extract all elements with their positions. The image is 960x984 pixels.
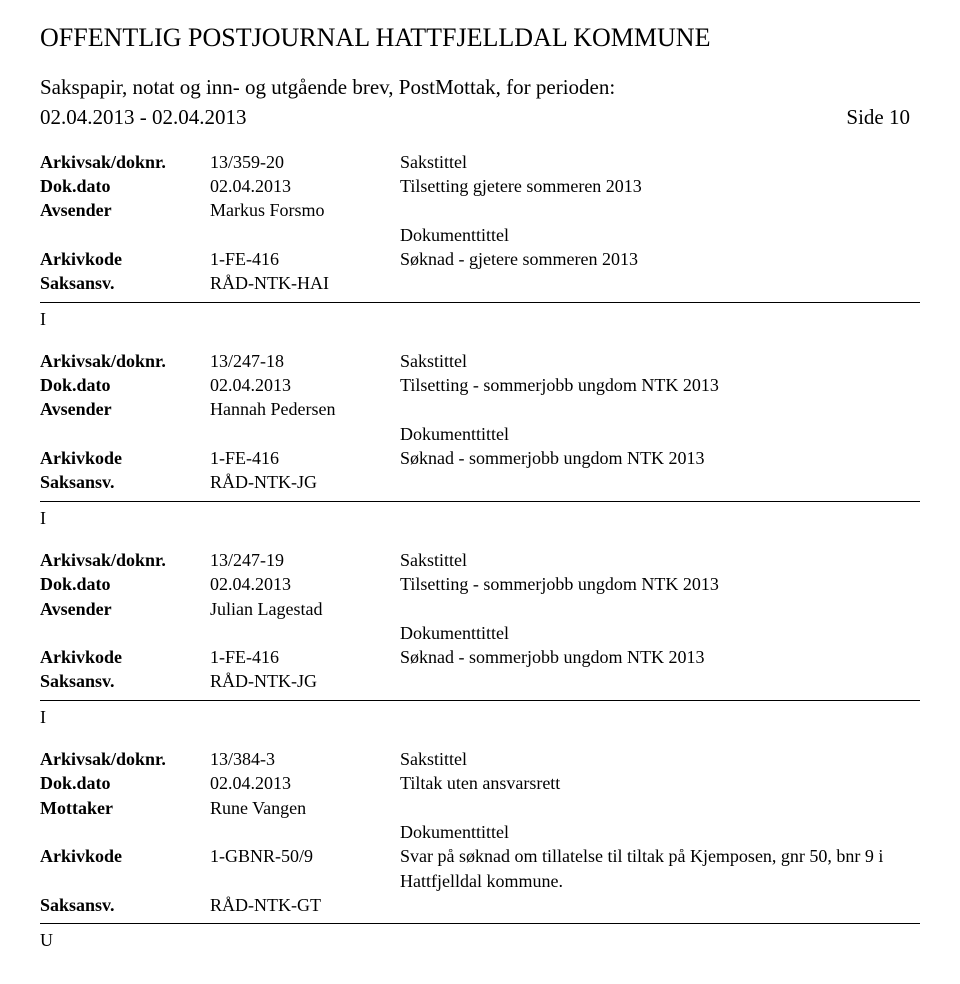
- dokumenttittel-label: Dokumenttittel: [400, 820, 509, 844]
- divider: [40, 302, 920, 303]
- person-value: Julian Lagestad: [210, 597, 400, 621]
- period-range: 02.04.2013 - 02.04.2013: [40, 103, 247, 131]
- person-label: Mottaker: [40, 796, 210, 820]
- dokumenttittel-label: Dokumenttittel: [400, 621, 509, 645]
- doktittel-value: Svar på søknad om tillatelse til tiltak …: [400, 844, 920, 893]
- sakstittel-label: Sakstittel: [400, 747, 920, 771]
- empty: [400, 397, 920, 421]
- doktittel-value: Søknad - sommerjobb ungdom NTK 2013: [400, 645, 920, 669]
- saksansv-value: RÅD-NTK-JG: [210, 470, 400, 494]
- arkivsak-label: Arkivsak/doknr.: [40, 150, 210, 174]
- record: Arkivsak/doknr.13/359-20Sakstittel Dok.da…: [40, 150, 920, 331]
- arkivsak-value: 13/247-18: [210, 349, 400, 373]
- saksansv-value: RÅD-NTK-GT: [210, 893, 400, 917]
- doktittel-value: Søknad - gjetere sommeren 2013: [400, 247, 920, 271]
- sakstittel-value: Tilsetting - sommerjobb ungdom NTK 2013: [400, 572, 920, 596]
- dokdato-label: Dok.dato: [40, 771, 210, 795]
- dokumenttittel-label: Dokumenttittel: [400, 223, 509, 247]
- empty: [400, 271, 920, 295]
- arkivsak-value: 13/247-19: [210, 548, 400, 572]
- empty: [400, 893, 920, 917]
- person-value: Markus Forsmo: [210, 198, 400, 222]
- person-label: Avsender: [40, 198, 210, 222]
- saksansv-label: Saksansv.: [40, 893, 210, 917]
- empty: [400, 669, 920, 693]
- arkivkode-label: Arkivkode: [40, 446, 210, 470]
- arkivkode-label: Arkivkode: [40, 844, 210, 893]
- arkivsak-value: 13/384-3: [210, 747, 400, 771]
- page-number: Side 10: [846, 103, 910, 131]
- records-container: Arkivsak/doknr.13/359-20SakstittelDok.da…: [40, 150, 920, 953]
- page-title: OFFENTLIG POSTJOURNAL HATTFJELLDAL KOMMU…: [40, 20, 920, 55]
- sakstittel-label: Sakstittel: [400, 150, 920, 174]
- saksansv-value: RÅD-NTK-JG: [210, 669, 400, 693]
- dokdato-value: 02.04.2013: [210, 572, 400, 596]
- person-value: Hannah Pedersen: [210, 397, 400, 421]
- arkivkode-label: Arkivkode: [40, 645, 210, 669]
- empty: [400, 198, 920, 222]
- arkivkode-value: 1-FE-416: [210, 247, 400, 271]
- sakstittel-value: Tilsetting gjetere sommeren 2013: [400, 174, 920, 198]
- sakstittel-label: Sakstittel: [400, 548, 920, 572]
- arkivkode-value: 1-FE-416: [210, 446, 400, 470]
- record-type: I: [40, 307, 920, 331]
- person-value: Rune Vangen: [210, 796, 400, 820]
- sakstittel-value: Tilsetting - sommerjobb ungdom NTK 2013: [400, 373, 920, 397]
- sakstittel-label: Sakstittel: [400, 349, 920, 373]
- dokdato-value: 02.04.2013: [210, 771, 400, 795]
- divider: [40, 700, 920, 701]
- record-type: I: [40, 705, 920, 729]
- saksansv-label: Saksansv.: [40, 271, 210, 295]
- saksansv-value: RÅD-NTK-HAI: [210, 271, 400, 295]
- page-subtitle: Sakspapir, notat og inn- og utgående bre…: [40, 73, 920, 101]
- dokdato-value: 02.04.2013: [210, 174, 400, 198]
- arkivkode-value: 1-FE-416: [210, 645, 400, 669]
- empty: [400, 597, 920, 621]
- empty: [400, 470, 920, 494]
- dokdato-label: Dok.dato: [40, 572, 210, 596]
- record-type: I: [40, 506, 920, 530]
- person-label: Avsender: [40, 597, 210, 621]
- dokdato-label: Dok.dato: [40, 373, 210, 397]
- sakstittel-value: Tiltak uten ansvarsrett: [400, 771, 920, 795]
- saksansv-label: Saksansv.: [40, 669, 210, 693]
- arkivsak-label: Arkivsak/doknr.: [40, 349, 210, 373]
- divider: [40, 501, 920, 502]
- record: Arkivsak/doknr.13/384-3Sakstittel Dok.dat…: [40, 747, 920, 952]
- doktittel-value: Søknad - sommerjobb ungdom NTK 2013: [400, 446, 920, 470]
- arkivkode-label: Arkivkode: [40, 247, 210, 271]
- record: Arkivsak/doknr.13/247-18Sakstittel Dok.da…: [40, 349, 920, 530]
- empty: [400, 796, 920, 820]
- dokdato-value: 02.04.2013: [210, 373, 400, 397]
- person-label: Avsender: [40, 397, 210, 421]
- arkivsak-value: 13/359-20: [210, 150, 400, 174]
- arkivsak-label: Arkivsak/doknr.: [40, 548, 210, 572]
- saksansv-label: Saksansv.: [40, 470, 210, 494]
- record-type: U: [40, 928, 920, 952]
- dokdato-label: Dok.dato: [40, 174, 210, 198]
- dokumenttittel-label: Dokumenttittel: [400, 422, 509, 446]
- record: Arkivsak/doknr.13/247-19Sakstittel Dok.da…: [40, 548, 920, 729]
- divider: [40, 923, 920, 924]
- arkivkode-value: 1-GBNR-50/9: [210, 844, 400, 893]
- arkivsak-label: Arkivsak/doknr.: [40, 747, 210, 771]
